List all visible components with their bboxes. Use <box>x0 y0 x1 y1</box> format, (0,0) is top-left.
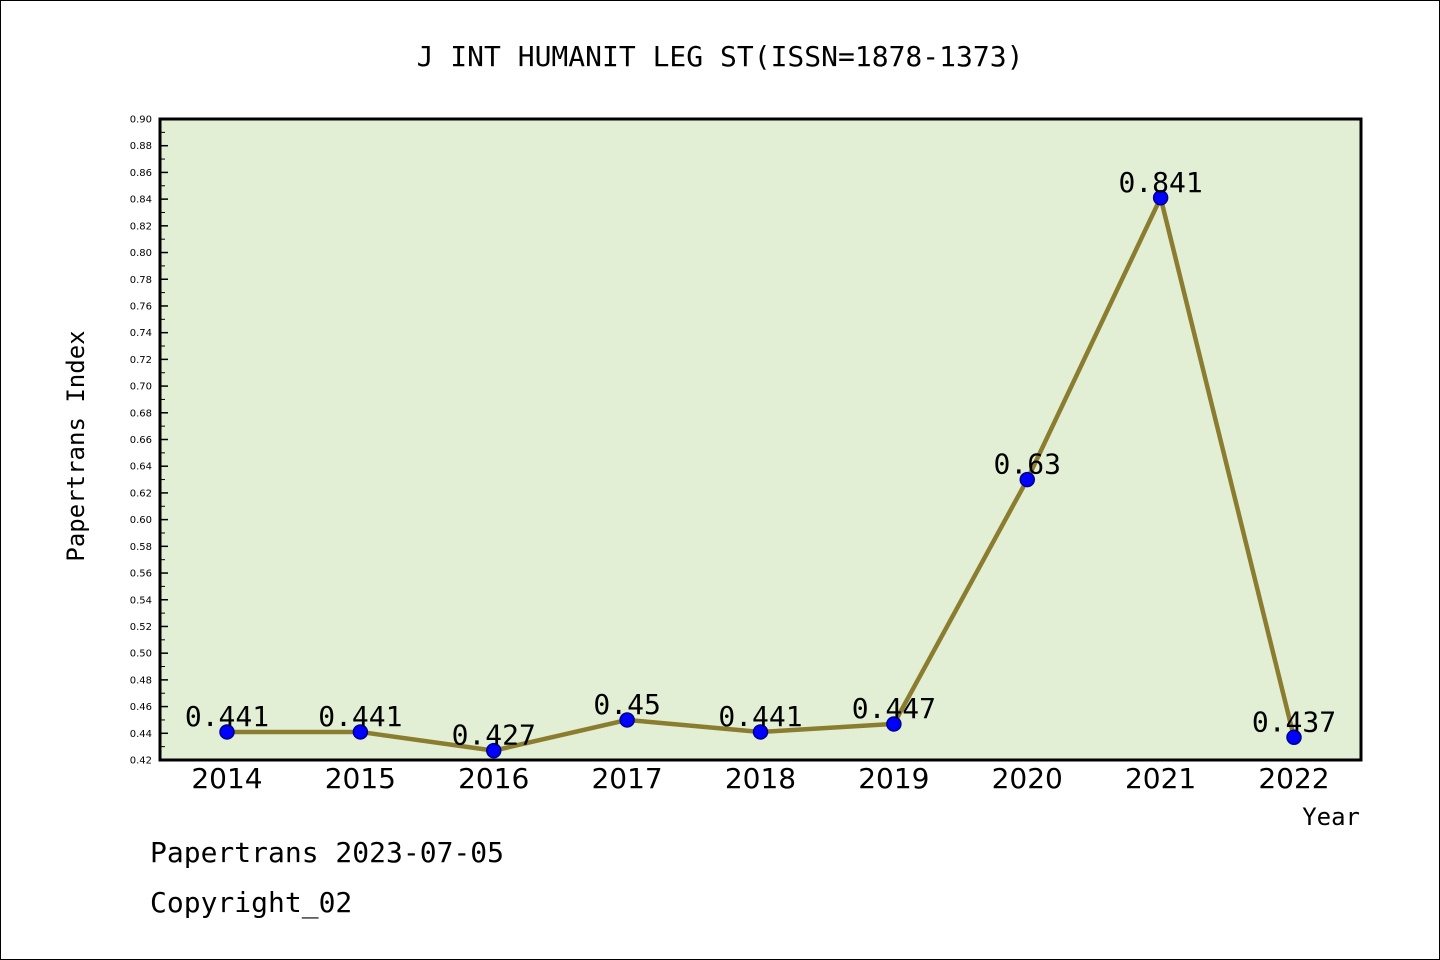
data-label: 0.841 <box>1118 166 1202 199</box>
x-tick-label: 2022 <box>1258 762 1329 795</box>
x-axis: 2014 2015 2016 2017 2018 2019 2020 2021 2022 <box>191 762 1329 795</box>
data-label: 0.447 <box>852 692 936 725</box>
data-label: 0.441 <box>718 700 802 733</box>
y-axis: 0.42 0.44 0.46 0.48 0.50 0.52 0.54 0.56 0.58 0.60… <box>130 115 168 767</box>
x-tick-label: 2015 <box>325 762 396 795</box>
chart-title: J INT HUMANIT LEG ST(ISSN=1878-1373) <box>417 40 1024 73</box>
y-tick-label: 0.50 <box>130 649 152 660</box>
y-tick-label: 0.88 <box>130 141 152 152</box>
data-label: 0.63 <box>994 448 1061 481</box>
y-tick-label: 0.54 <box>130 595 152 606</box>
y-tick-label: 0.60 <box>130 515 152 526</box>
y-tick-label: 0.46 <box>130 702 152 713</box>
data-point <box>752 724 769 740</box>
y-axis-label: Papertrans Index <box>62 330 90 561</box>
footer-date: Papertrans 2023-07-05 <box>150 836 505 869</box>
y-tick-label: 0.90 <box>130 115 152 126</box>
data-label: 0.45 <box>593 688 660 721</box>
data-point <box>619 712 635 728</box>
data-point <box>1019 471 1035 488</box>
data-point <box>352 724 369 740</box>
plot-area <box>160 119 1361 760</box>
y-tick-label: 0.64 <box>130 462 152 473</box>
x-axis-label: Year <box>1302 803 1360 831</box>
x-tick-label: 2017 <box>591 762 662 795</box>
data-label: 0.441 <box>185 700 269 733</box>
data-point <box>1286 729 1302 746</box>
y-tick-label: 0.66 <box>130 435 152 446</box>
data-label: 0.441 <box>318 700 402 733</box>
y-tick-label: 0.74 <box>130 328 152 339</box>
data-labels: 0.441 0.441 0.427 0.45 0.441 0.447 0.63 0.841 0.… <box>185 166 1336 752</box>
data-label: 0.427 <box>452 719 536 752</box>
x-tick-label: 2019 <box>858 762 929 795</box>
data-point <box>1152 190 1169 206</box>
data-label: 0.437 <box>1252 705 1336 738</box>
data-point <box>486 742 502 759</box>
y-tick-label: 0.70 <box>130 382 152 393</box>
y-tick-label: 0.86 <box>130 168 152 179</box>
series-markers <box>219 190 1302 759</box>
plot-border <box>158 117 1363 762</box>
y-tick-label: 0.42 <box>130 756 152 767</box>
data-point <box>219 724 235 740</box>
footer-copyright: Copyright_02 <box>150 886 353 919</box>
y-tick-label: 0.78 <box>130 275 152 286</box>
x-tick-label: 2021 <box>1125 762 1196 795</box>
x-tick-label: 2014 <box>191 762 262 795</box>
y-tick-label: 0.48 <box>130 675 152 686</box>
x-tick-label: 2018 <box>725 762 796 795</box>
y-tick-label: 0.82 <box>130 221 152 232</box>
y-tick-label: 0.76 <box>130 301 152 312</box>
y-tick-label: 0.72 <box>130 355 152 366</box>
y-tick-label: 0.68 <box>130 408 152 419</box>
y-tick-label: 0.84 <box>130 195 152 206</box>
x-tick-label: 2016 <box>458 762 529 795</box>
y-tick-label: 0.58 <box>130 542 152 553</box>
y-tick-label: 0.80 <box>130 248 152 259</box>
y-tick-label: 0.62 <box>130 488 152 499</box>
y-tick-label: 0.44 <box>130 729 152 740</box>
x-tick-label: 2020 <box>992 762 1063 795</box>
y-tick-label: 0.52 <box>130 622 152 633</box>
y-tick-label: 0.56 <box>130 569 152 580</box>
data-point <box>886 716 902 732</box>
